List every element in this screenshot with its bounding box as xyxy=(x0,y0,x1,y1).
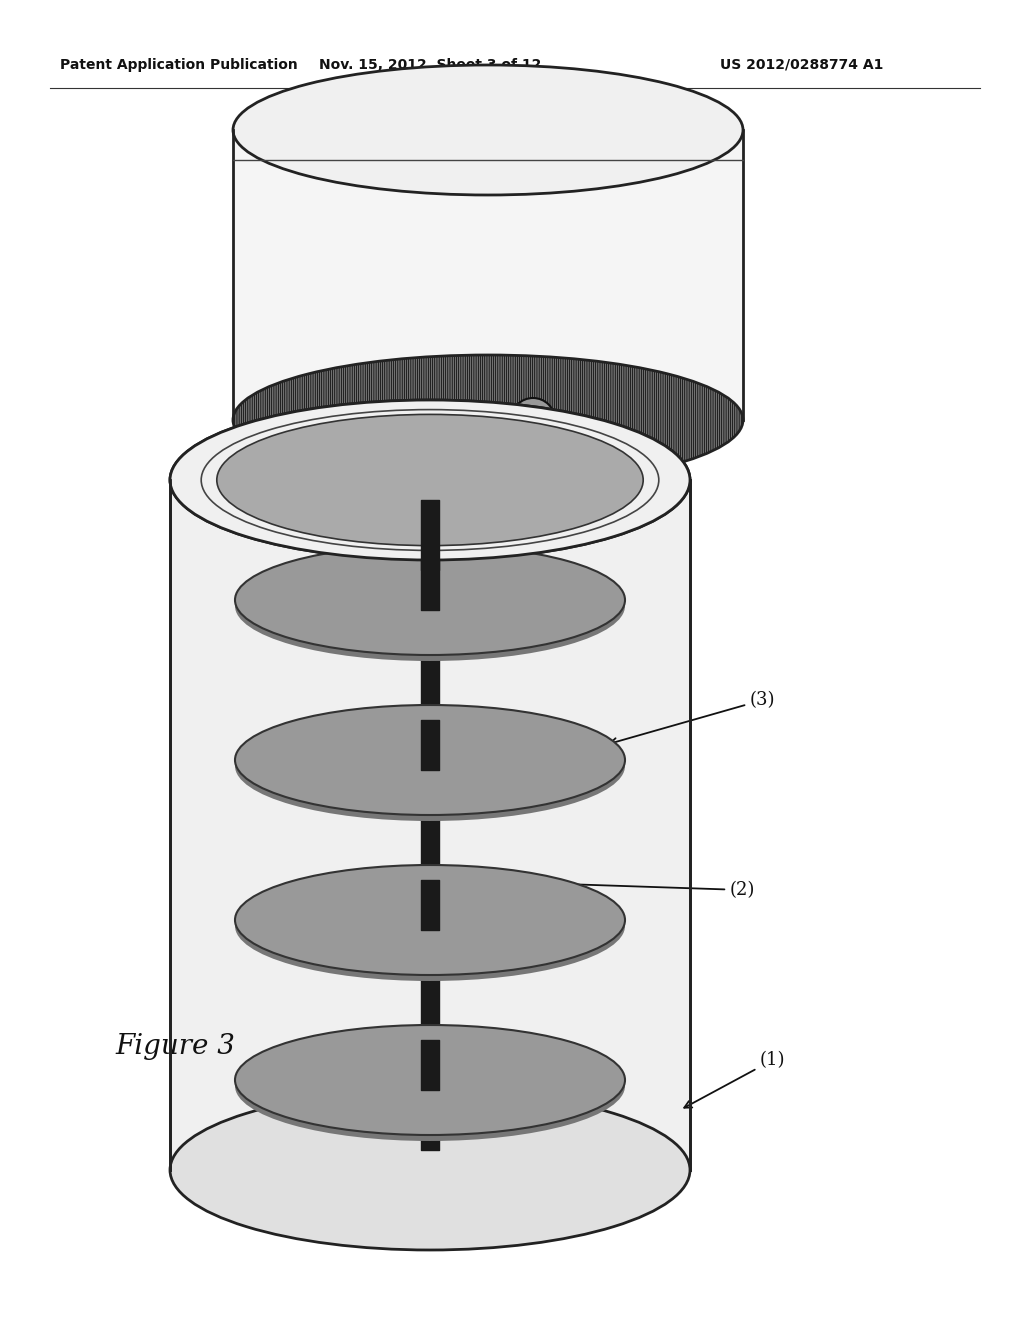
Ellipse shape xyxy=(233,355,743,484)
Text: Figure 3: Figure 3 xyxy=(115,1034,234,1060)
Ellipse shape xyxy=(217,414,643,545)
Ellipse shape xyxy=(234,1026,625,1135)
Text: Nov. 15, 2012  Sheet 3 of 12: Nov. 15, 2012 Sheet 3 of 12 xyxy=(318,58,542,73)
Circle shape xyxy=(523,411,543,430)
Ellipse shape xyxy=(234,711,625,821)
Ellipse shape xyxy=(234,1031,625,1140)
Ellipse shape xyxy=(170,400,690,560)
Ellipse shape xyxy=(217,414,643,545)
Text: US 2012/0288774 A1: US 2012/0288774 A1 xyxy=(720,58,884,73)
Polygon shape xyxy=(233,129,743,420)
Ellipse shape xyxy=(170,400,690,560)
Ellipse shape xyxy=(234,545,625,655)
Ellipse shape xyxy=(170,1090,690,1250)
Ellipse shape xyxy=(233,65,743,195)
Circle shape xyxy=(423,405,443,425)
Text: (1): (1) xyxy=(684,1051,785,1107)
Text: (2): (2) xyxy=(449,876,756,899)
Ellipse shape xyxy=(234,550,625,661)
Text: Patent Application Publication: Patent Application Publication xyxy=(60,58,298,73)
Polygon shape xyxy=(170,480,690,1170)
Circle shape xyxy=(511,399,555,442)
Ellipse shape xyxy=(234,871,625,981)
Ellipse shape xyxy=(234,705,625,814)
Ellipse shape xyxy=(234,865,625,975)
Text: (3): (3) xyxy=(609,690,775,746)
